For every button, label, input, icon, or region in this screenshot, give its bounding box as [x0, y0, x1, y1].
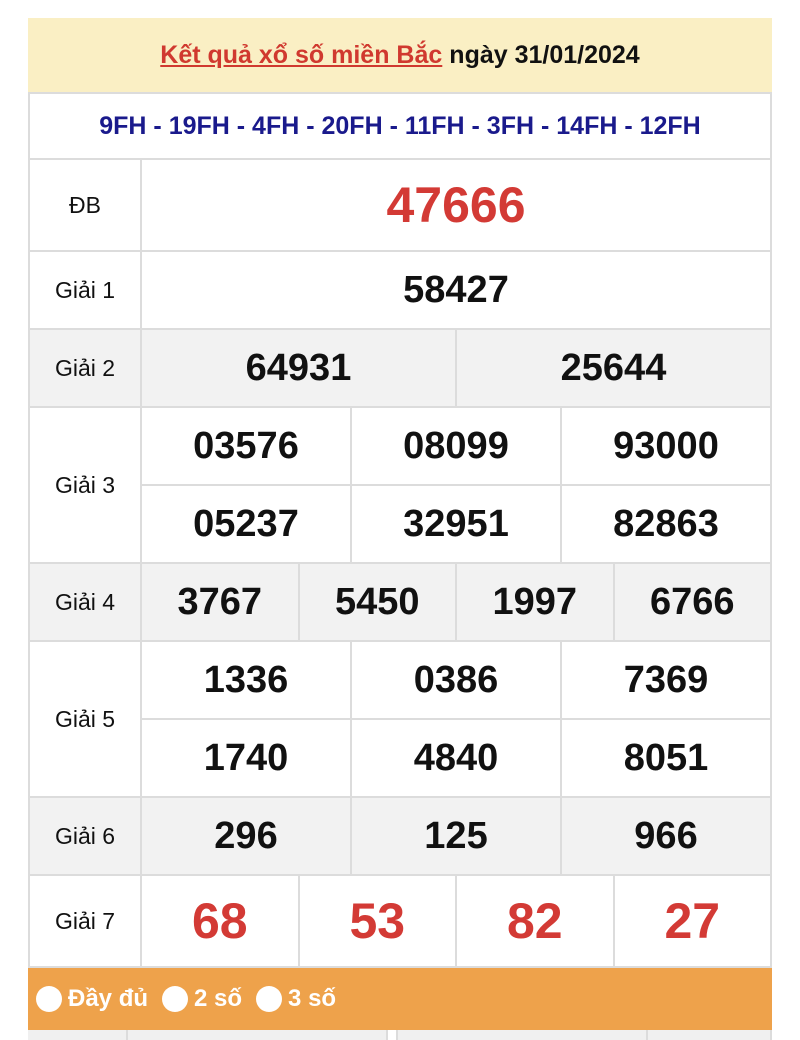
- row-g2: Giải 2 64931 25644: [28, 328, 772, 408]
- prize-number: 966: [560, 796, 772, 876]
- prize-label: Giải 3: [28, 406, 142, 564]
- row-g4: Giải 4 3767 5450 1997 6766: [28, 562, 772, 642]
- prize-label: ĐB: [28, 158, 142, 252]
- row-g6: Giải 6 296 125 966: [28, 796, 772, 876]
- row-g5b: 1740 4840 8051: [29, 718, 772, 798]
- date-text: ngày 31/01/2024: [449, 40, 640, 69]
- prize-number: 82: [455, 874, 615, 968]
- prize-label: Giải 5: [28, 640, 142, 798]
- next-table-partial: [28, 1030, 772, 1040]
- prize-number: 7369: [560, 640, 772, 720]
- prize-number: 5450: [297, 562, 457, 642]
- draw-codes: 9FH - 19FH - 4FH - 20FH - 11FH - 3FH - 1…: [28, 92, 772, 160]
- prize-number: 82863: [560, 484, 772, 564]
- radio-icon[interactable]: [256, 986, 283, 1012]
- results-board: Kết quả xổ số miền Bắc ngày 31/01/2024 9…: [28, 18, 772, 1040]
- row-g3: Giải 3 03576 08099 93000: [28, 406, 772, 564]
- prize-number: 27: [612, 874, 772, 968]
- prize-number: 6766: [612, 562, 772, 642]
- codes-row: 9FH - 19FH - 4FH - 20FH - 11FH - 3FH - 1…: [28, 92, 772, 160]
- prize-label: Giải 7: [28, 874, 142, 968]
- radio-icon[interactable]: [162, 986, 189, 1012]
- prize-number: 25644: [455, 328, 772, 408]
- title-link[interactable]: Kết quả xổ số miền Bắc: [160, 40, 443, 69]
- prize-number: 1740: [140, 718, 352, 798]
- display-options-bar: Đầy đủ 2 số 3 số: [28, 968, 772, 1030]
- row-g1: Giải 1 58427: [28, 250, 772, 330]
- prize-number: 05237: [140, 484, 352, 564]
- row-g7: Giải 7 68 53 82 27: [28, 874, 772, 968]
- results-table: 9FH - 19FH - 4FH - 20FH - 11FH - 3FH - 1…: [28, 92, 772, 968]
- prize-number: 1336: [140, 640, 352, 720]
- prize-number: 1997: [455, 562, 615, 642]
- option-3-digits[interactable]: 3 số: [256, 985, 336, 1013]
- results-header: Kết quả xổ số miền Bắc ngày 31/01/2024: [28, 18, 772, 92]
- row-g5: Giải 5 1336 0386 7369: [28, 640, 772, 798]
- prize-number: 68: [140, 874, 300, 968]
- prize-number: 58427: [140, 250, 772, 330]
- option-full[interactable]: Đầy đủ: [36, 985, 148, 1013]
- prize-number: 08099: [350, 406, 562, 486]
- prize-label: Giải 6: [28, 796, 142, 876]
- prize-number: 3767: [140, 562, 300, 642]
- prize-label: Giải 1: [28, 250, 142, 330]
- prize-number: 4840: [350, 718, 562, 798]
- row-db: ĐB 47666: [28, 158, 772, 252]
- prize-number: 53: [297, 874, 457, 968]
- prize-number: 8051: [560, 718, 772, 798]
- prize-number: 125: [350, 796, 562, 876]
- prize-number: 03576: [140, 406, 352, 486]
- prize-number: 93000: [560, 406, 772, 486]
- special-prize-number: 47666: [140, 158, 772, 252]
- prize-number: 296: [140, 796, 352, 876]
- row-g3b: 05237 32951 82863: [29, 484, 772, 564]
- option-2-digits[interactable]: 2 số: [162, 985, 242, 1013]
- prize-label: Giải 2: [28, 328, 142, 408]
- prize-number: 32951: [350, 484, 562, 564]
- prize-label: Giải 4: [28, 562, 142, 642]
- prize-number: 0386: [350, 640, 562, 720]
- radio-icon[interactable]: [36, 986, 62, 1012]
- prize-number: 64931: [140, 328, 457, 408]
